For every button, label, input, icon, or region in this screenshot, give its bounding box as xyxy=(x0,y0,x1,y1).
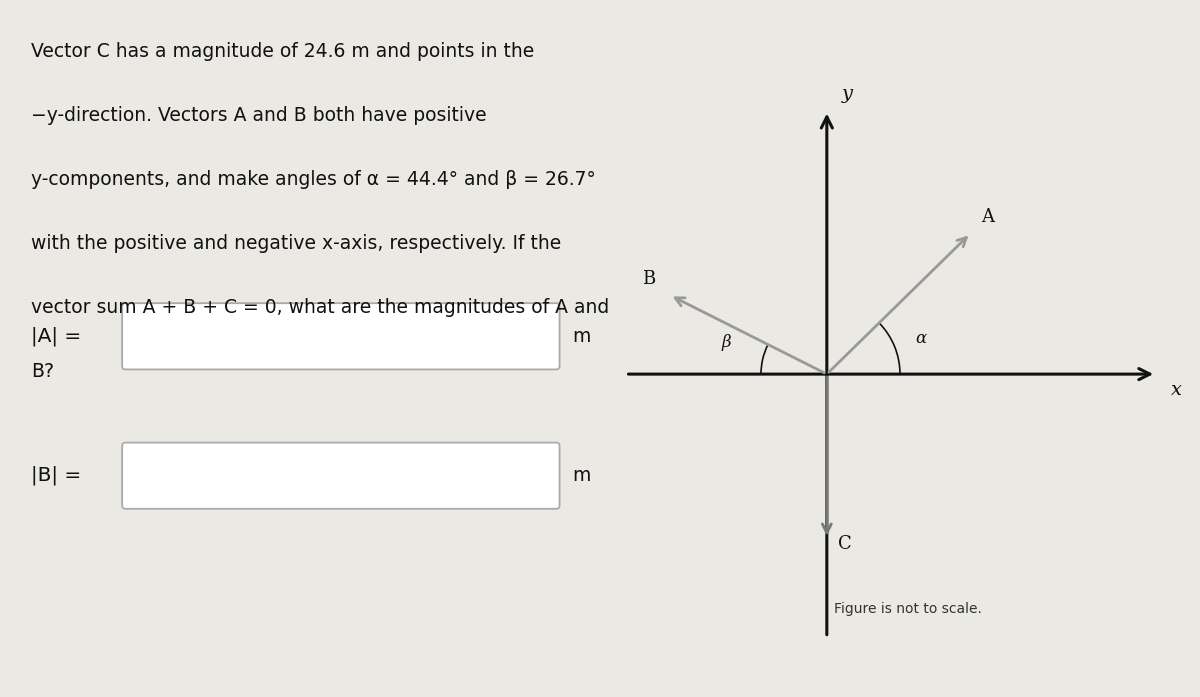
Text: Vector C has a magnitude of 24.6 m and points in the: Vector C has a magnitude of 24.6 m and p… xyxy=(31,42,535,61)
Text: y: y xyxy=(841,85,852,103)
Text: A: A xyxy=(982,208,995,226)
Text: B: B xyxy=(642,270,655,288)
Text: m: m xyxy=(572,327,590,346)
Text: x: x xyxy=(1171,381,1182,399)
Text: Figure is not to scale.: Figure is not to scale. xyxy=(834,602,982,615)
FancyBboxPatch shape xyxy=(122,443,559,509)
FancyBboxPatch shape xyxy=(122,303,559,369)
Text: −y-direction. Vectors A and B both have positive: −y-direction. Vectors A and B both have … xyxy=(31,106,487,125)
Text: |A| =: |A| = xyxy=(31,327,82,346)
Text: y-components, and make angles of α = 44.4° and β = 26.7°: y-components, and make angles of α = 44.… xyxy=(31,170,596,189)
Text: |B| =: |B| = xyxy=(31,466,82,485)
Text: α: α xyxy=(914,330,926,346)
Text: β: β xyxy=(721,335,731,351)
Text: m: m xyxy=(572,466,590,485)
Text: with the positive and negative x-axis, respectively. If the: with the positive and negative x-axis, r… xyxy=(31,234,562,253)
Text: B?: B? xyxy=(31,362,54,381)
Text: vector sum A + B + C = 0, what are the magnitudes of A and: vector sum A + B + C = 0, what are the m… xyxy=(31,298,610,317)
Text: C: C xyxy=(838,535,852,553)
